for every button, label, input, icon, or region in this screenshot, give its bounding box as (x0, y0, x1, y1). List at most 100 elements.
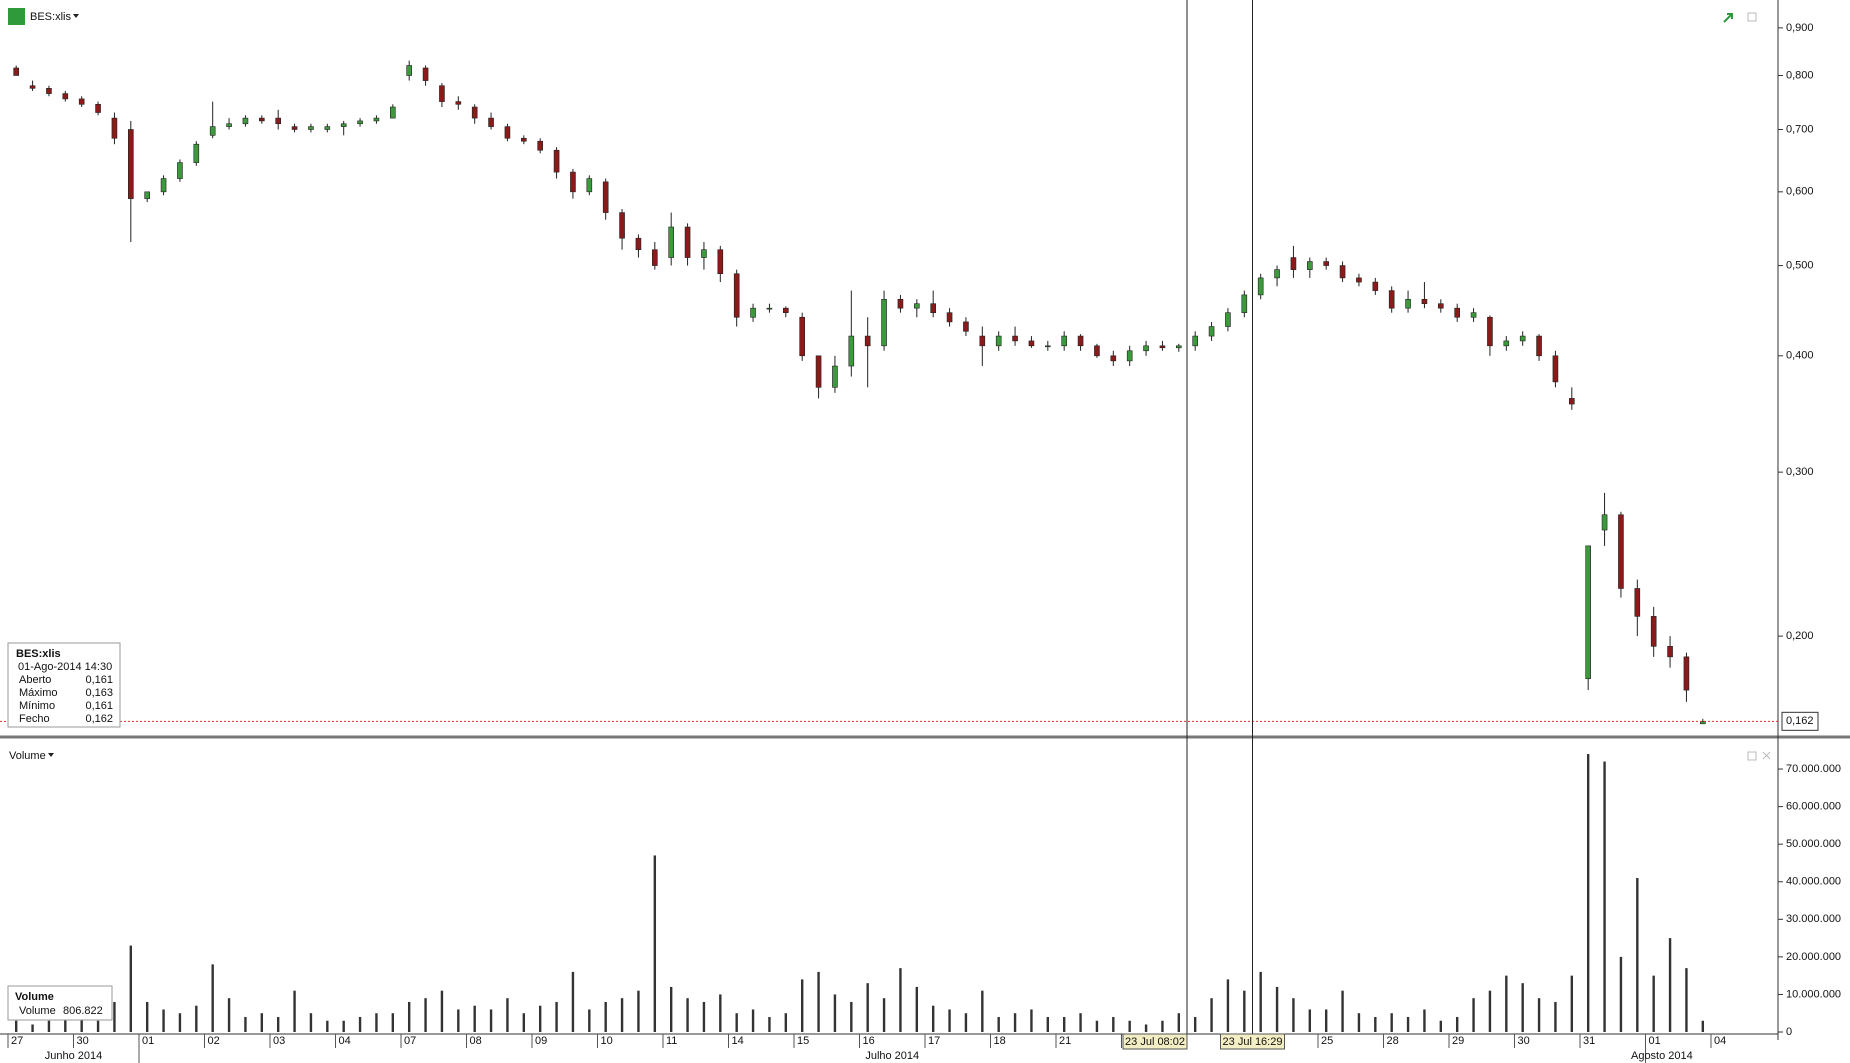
volume-bar (833, 994, 837, 1032)
candle-body (995, 335, 1002, 347)
volume-bar (1488, 990, 1492, 1032)
info-row-label: Aberto (19, 674, 51, 686)
candle-body (652, 249, 658, 266)
pane-button[interactable] (1747, 751, 1757, 761)
x-tick-label: 11 (666, 1035, 677, 1047)
x-tick-label: 21 (1059, 1035, 1071, 1047)
month-label: Julho 2014 (865, 1050, 919, 1062)
volume-bar (1095, 1020, 1099, 1032)
volume-bar (195, 1005, 198, 1032)
x-tick-label: 27 (11, 1035, 23, 1047)
volume-bar (1210, 998, 1213, 1032)
volume-bar (1112, 1016, 1115, 1032)
candle-body (1601, 514, 1608, 531)
volume-bar (915, 986, 919, 1032)
volume-bar (1652, 975, 1655, 1032)
app-icon[interactable] (8, 8, 25, 25)
volume-bar (407, 1001, 411, 1032)
y-tick-label: 0,300 (1786, 466, 1814, 478)
candle-body (275, 117, 281, 125)
volume-bar (735, 1013, 738, 1032)
volume-bar (866, 983, 869, 1032)
pane-button[interactable] (1747, 12, 1757, 22)
info-row-label: Mínimo (19, 700, 55, 712)
y-tick-label: 60.000.000 (1786, 801, 1841, 813)
y-tick-label: 0,200 (1786, 630, 1814, 642)
volume-bar (588, 1009, 591, 1032)
volume-bar (538, 1005, 542, 1032)
candle-body (1405, 298, 1411, 309)
dropdown-arrow[interactable] (48, 753, 54, 757)
volume-bar (375, 1013, 378, 1032)
volume-bar (1636, 877, 1639, 1032)
candle-body (291, 126, 298, 130)
candle-body (357, 120, 363, 125)
volume-bar (1390, 1013, 1393, 1032)
trend-icon[interactable] (1723, 13, 1733, 23)
candle-body (1700, 721, 1706, 725)
volume-bar (1243, 990, 1246, 1032)
volume-bar (768, 1016, 771, 1032)
dropdown-arrow[interactable] (73, 14, 79, 18)
volume-bar (14, 1020, 18, 1032)
candle-body (537, 140, 543, 151)
x-tick-label: 15 (797, 1035, 809, 1047)
candle-body (1143, 345, 1149, 352)
candle-body (1307, 261, 1313, 270)
y-tick-label: 0,400 (1786, 350, 1814, 362)
y-tick-label: 40.000.000 (1786, 876, 1841, 888)
candle-body (1045, 345, 1051, 348)
volume-bar (473, 1005, 476, 1032)
volume-bar (424, 998, 427, 1032)
symbol-title[interactable]: BES:xlis (30, 11, 71, 23)
candle-body (1470, 312, 1477, 318)
volume-bar (1177, 1013, 1181, 1032)
candle-body (1094, 345, 1100, 357)
candle-body (848, 335, 855, 367)
volume-bar (719, 994, 722, 1032)
volume-bar (489, 1009, 493, 1032)
candle-body (586, 178, 593, 193)
volume-bar (1570, 975, 1574, 1032)
x-tick-label: 30 (1518, 1035, 1530, 1047)
volume-title[interactable]: Volume (9, 750, 46, 762)
volume-bar (1406, 1016, 1410, 1032)
x-tick-label: 17 (928, 1035, 940, 1047)
y-tick-label: 0,600 (1786, 186, 1814, 198)
candle-body (128, 129, 134, 199)
candle-body (619, 212, 625, 239)
volume-bar (1472, 998, 1475, 1032)
close-button[interactable] (1762, 751, 1771, 760)
volume-bar (784, 1013, 788, 1032)
volume-bar (342, 1020, 345, 1032)
volume-bar (1013, 1013, 1017, 1032)
candle-body (1634, 588, 1641, 617)
volume-bar (145, 1001, 149, 1032)
candle-body (1274, 269, 1280, 279)
volume-bar (96, 1020, 100, 1032)
candle-body (29, 85, 36, 89)
volume-bar (260, 1013, 264, 1032)
volume-bar (1292, 998, 1295, 1032)
candle-body (111, 117, 118, 139)
x-tick-label: 30 (77, 1035, 89, 1047)
volume-bar (1423, 1009, 1426, 1032)
x-tick-label: 01 (1649, 1035, 1661, 1047)
candle-body (733, 273, 740, 318)
candle-body (1257, 277, 1264, 296)
candle-body (750, 307, 756, 318)
volume-bar (1226, 979, 1230, 1032)
volume-bar (129, 945, 133, 1032)
candle-body (422, 67, 429, 81)
x-tick-label: 04 (1714, 1035, 1726, 1047)
volume-bar (178, 1013, 182, 1032)
volume-bar (244, 1016, 247, 1032)
x-tick-label: 14 (732, 1035, 744, 1047)
candle-body (832, 365, 838, 388)
candle-body (1454, 307, 1460, 318)
candle-body (1667, 646, 1673, 658)
month-label: Junho 2014 (45, 1050, 103, 1062)
volume-bar (850, 1001, 853, 1032)
volume-bar (1374, 1016, 1377, 1032)
